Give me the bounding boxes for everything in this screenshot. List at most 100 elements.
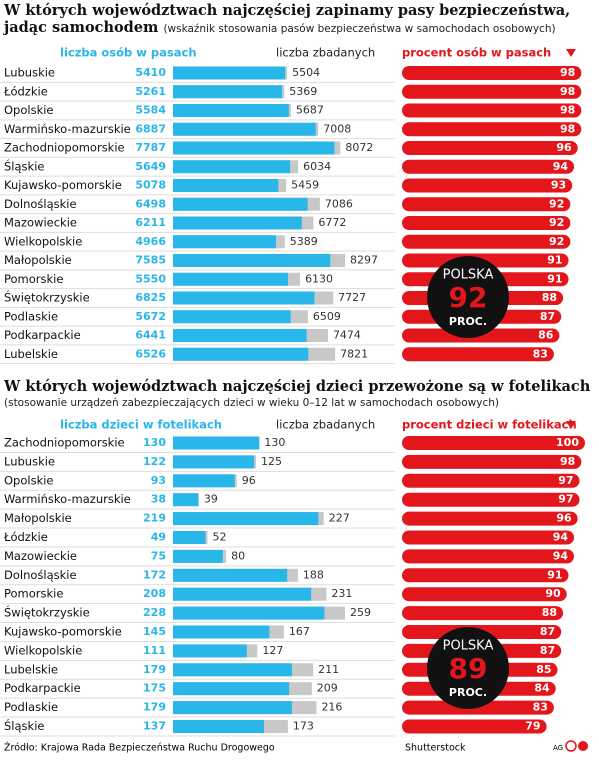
category-label: Warmińsko-mazurskie [4,122,131,136]
percent-bar [402,568,569,583]
category-label: Zachodniopomorskie [4,141,125,155]
value-label: 93 [551,179,566,192]
count-bar [173,291,315,305]
category-label: Dolnośląskie [4,197,77,211]
count-bar [173,474,235,488]
legend-label: liczba zbadanych [276,418,375,432]
category-label: Warmińsko-mazurskie [4,492,131,506]
value-label: 86 [538,329,554,342]
percent-bar [402,347,554,362]
value-label: 6034 [303,160,331,173]
value-label: 6130 [305,272,333,285]
logo [565,740,577,752]
value-label: 7727 [338,291,366,304]
value-label: 6526 [135,347,166,360]
percent-bar [402,103,582,118]
total-unit: PROC. [449,315,487,328]
count-bar [173,235,276,249]
value-label: 7821 [340,347,368,360]
percent-bar [402,159,575,174]
category-label: Podlaskie [4,309,58,323]
value-label: 5550 [135,272,166,285]
count-bar [173,141,335,155]
value-label: 92 [549,235,564,248]
count-bar [173,701,292,715]
count-bar [173,122,316,136]
value-label: 167 [289,625,310,638]
count-bar [173,347,309,361]
value-label: 4966 [135,235,166,248]
value-label: 49 [151,531,166,544]
count-bar [173,512,319,526]
count-bar [173,531,206,544]
value-label: 5649 [135,160,166,173]
category-label: Świętokrzyskie [4,290,90,305]
category-label: Lubelskie [4,662,58,676]
value-label: 209 [317,682,338,695]
value-label: 6509 [313,310,341,323]
value-label: 130 [143,436,166,449]
value-label: 111 [143,644,166,657]
value-label: 172 [143,568,166,581]
value-label: 145 [143,625,166,638]
value-label: 79 [525,720,540,733]
percent-bar [402,454,582,469]
value-label: 93 [151,474,166,487]
percent-bar [402,141,578,155]
value-label: 179 [143,663,166,676]
category-label: Małopolskie [4,511,72,525]
value-label: 179 [143,701,166,714]
author: AG [553,744,563,752]
value-label: 7585 [135,254,166,267]
value-label: 6772 [318,216,346,229]
sort-arrow [566,421,576,429]
value-label: 5078 [135,179,166,192]
value-label: 8297 [350,254,378,267]
count-bar [173,663,292,677]
category-label: Pomorskie [4,587,63,601]
category-label: Śląskie [4,158,44,173]
value-label: 5504 [292,66,320,79]
chart-title-block: W których województwach najczęściej zapi… [4,2,596,38]
percent-bar [402,66,582,80]
category-label: Świętokrzyskie [4,605,90,620]
value-label: 94 [553,549,569,562]
total-label: POLSKA [443,268,494,283]
count-bar [173,254,331,267]
value-label: 5410 [135,66,166,79]
legend-label: liczba osób w pasach [60,46,197,60]
category-label: Kujawsko-pomorskie [4,625,122,639]
value-label: 125 [261,455,282,468]
value-label: 228 [143,606,166,619]
legend-label: procent osób w pasach [402,46,551,60]
count-bar [173,625,270,639]
category-label: Lubuskie [4,66,55,80]
count-bar [173,587,312,601]
value-label: 5584 [135,104,166,117]
percent-bar [402,122,582,137]
value-label: 88 [542,291,557,304]
percent-bar [402,530,575,545]
value-label: 7008 [323,122,351,135]
total-unit: PROC. [449,686,487,699]
value-label: 219 [143,512,166,525]
legend-label: procent dzieci w fotelikach [402,418,577,432]
count-bar [173,720,264,733]
value-label: 83 [533,347,548,360]
value-label: 7474 [333,329,361,342]
count-bar [173,85,283,99]
value-label: 227 [329,512,350,525]
value-label: 96 [556,512,572,525]
logo [578,741,588,751]
value-label: 94 [553,160,569,173]
chart-title: W których województwach najczęściej zapi… [4,2,571,36]
value-label: 259 [350,606,371,619]
count-bar [173,606,325,620]
value-label: 8072 [345,141,373,154]
value-label: 52 [213,531,227,544]
value-label: 87 [540,310,555,323]
percent-bar [402,234,571,249]
value-label: 216 [321,701,342,714]
